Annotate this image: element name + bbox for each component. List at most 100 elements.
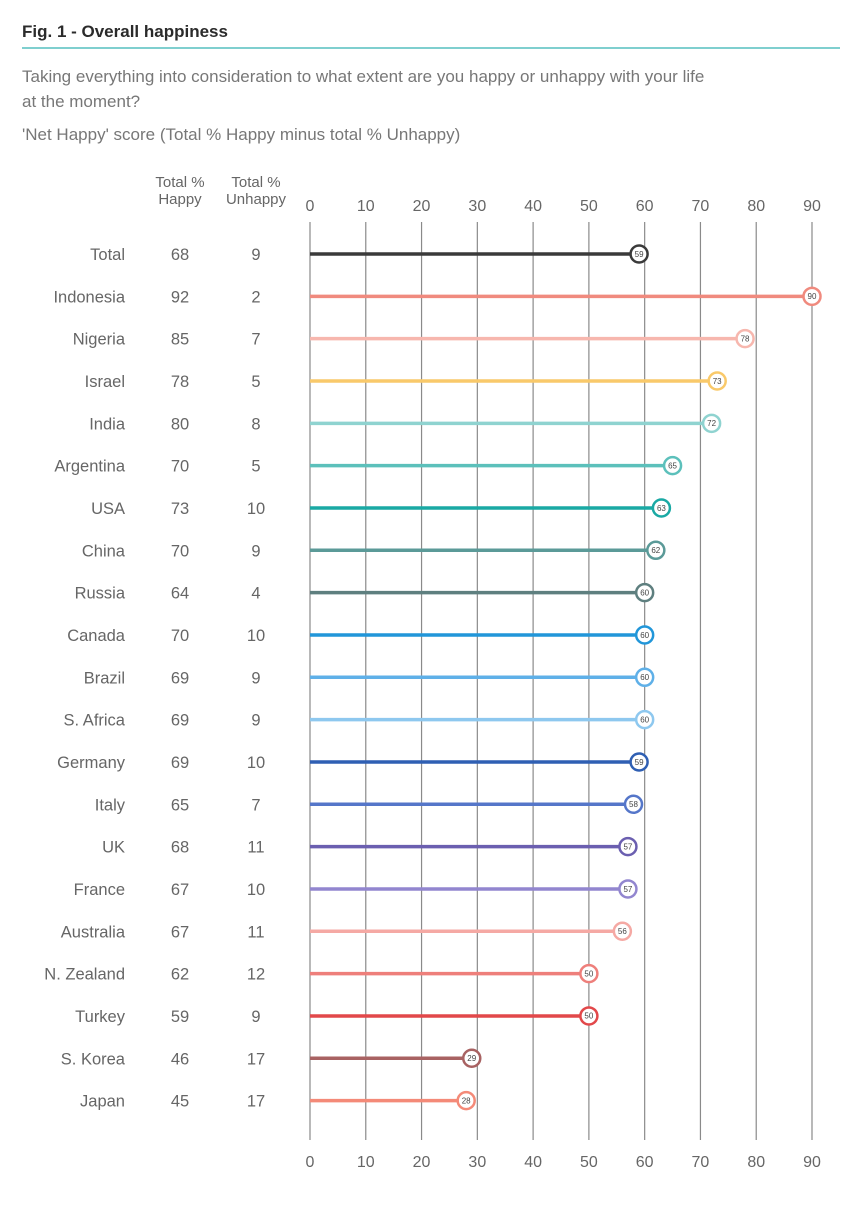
happy-value: 45	[171, 1093, 189, 1111]
happy-value: 65	[171, 796, 189, 814]
x-tick-label-bottom: 0	[306, 1154, 315, 1171]
net-score-marker	[707, 371, 727, 391]
row-label: Israel	[85, 373, 125, 391]
unhappy-value: 12	[247, 966, 265, 984]
net-score-marker	[634, 625, 655, 645]
net-score-marker	[629, 244, 649, 264]
happy-value: 67	[171, 923, 189, 941]
net-score-marker	[735, 328, 755, 349]
net-score-label: 60	[640, 715, 649, 724]
unhappy-value: 10	[247, 754, 265, 772]
row-label: USA	[91, 500, 125, 518]
x-tick-label-bottom: 20	[413, 1154, 431, 1171]
row-label: Nigeria	[73, 331, 126, 349]
happy-value: 62	[171, 966, 189, 984]
net-score-label: 72	[707, 419, 716, 428]
happy-value: 70	[171, 542, 189, 560]
row-label: Germany	[57, 754, 126, 772]
x-tick-label-top: 0	[306, 198, 315, 215]
unhappy-value: 5	[251, 458, 260, 476]
net-score-label: 29	[467, 1054, 476, 1063]
unhappy-value: 7	[251, 796, 260, 814]
x-tick-label-top: 30	[468, 198, 486, 215]
happy-value: 80	[171, 415, 189, 433]
unhappy-value: 17	[247, 1050, 265, 1068]
unhappy-value: 17	[247, 1093, 265, 1111]
happy-value: 46	[171, 1050, 189, 1068]
net-score-label: 58	[629, 800, 638, 809]
happy-value: 67	[171, 881, 189, 899]
unhappy-value: 8	[251, 415, 260, 433]
score-note: 'Net Happy' score (Total % Happy minus t…	[22, 125, 461, 144]
x-tick-label-top: 60	[636, 198, 654, 215]
x-tick-label-top: 50	[580, 198, 598, 215]
net-score-label: 65	[668, 461, 677, 470]
net-score-label: 62	[651, 546, 660, 555]
net-score-marker	[629, 752, 649, 772]
net-score-marker	[579, 963, 599, 984]
net-score-label: 28	[462, 1096, 471, 1105]
happy-value: 78	[171, 373, 189, 391]
net-score-label: 60	[640, 631, 649, 640]
unhappy-value: 7	[251, 331, 260, 349]
x-tick-label-top: 20	[413, 198, 431, 215]
row-label: UK	[102, 839, 125, 857]
unhappy-value: 9	[251, 669, 260, 687]
x-tick-label-bottom: 80	[747, 1154, 765, 1171]
net-score-marker	[623, 794, 644, 815]
net-score-label: 57	[623, 842, 632, 851]
x-tick-label-bottom: 60	[636, 1154, 654, 1171]
happy-value: 59	[171, 1008, 189, 1026]
happy-value: 92	[171, 288, 189, 306]
row-label: S. Korea	[61, 1050, 126, 1068]
net-score-marker	[662, 455, 683, 476]
row-label: Brazil	[84, 669, 125, 687]
net-score-marker	[579, 1006, 599, 1026]
net-score-marker	[701, 413, 722, 434]
unhappy-value: 5	[251, 373, 260, 391]
row-label: Argentina	[54, 458, 125, 476]
row-label: Turkey	[75, 1008, 126, 1026]
net-score-marker	[618, 879, 638, 899]
unhappy-value: 9	[251, 542, 260, 560]
net-score-marker	[462, 1048, 482, 1069]
happy-value: 73	[171, 500, 189, 518]
x-tick-label-top: 90	[803, 198, 821, 215]
x-tick-label-bottom: 70	[692, 1154, 710, 1171]
happy-value: 69	[171, 669, 189, 687]
row-label: Indonesia	[53, 288, 125, 306]
net-score-marker	[634, 582, 655, 603]
happy-value: 85	[171, 331, 189, 349]
net-score-label: 50	[584, 969, 593, 978]
net-score-marker	[646, 540, 666, 561]
row-label: Italy	[95, 796, 126, 814]
x-tick-label-top: 70	[692, 198, 710, 215]
net-score-label: 78	[741, 334, 750, 343]
net-score-label: 73	[713, 377, 722, 386]
unhappy-value: 10	[247, 881, 265, 899]
figure-title: Fig. 1 - Overall happiness	[22, 22, 228, 41]
happy-value: 70	[171, 458, 189, 476]
x-tick-label-bottom: 90	[803, 1154, 821, 1171]
happy-value: 68	[171, 839, 189, 857]
unhappy-value: 9	[251, 1008, 260, 1026]
row-label: Canada	[67, 627, 126, 645]
x-tick-label-top: 80	[747, 198, 765, 215]
x-tick-label-bottom: 30	[468, 1154, 486, 1171]
net-score-label: 50	[584, 1012, 593, 1021]
x-tick-label-top: 40	[524, 198, 542, 215]
x-tick-label-bottom: 40	[524, 1154, 542, 1171]
unhappy-value: 11	[247, 839, 264, 857]
unhappy-value: 2	[251, 288, 260, 306]
net-score-label: 63	[657, 504, 666, 513]
title-divider	[22, 47, 840, 49]
unhappy-column-header: Total % Unhappy	[225, 174, 287, 208]
row-label: India	[89, 415, 126, 433]
x-tick-label-top: 10	[357, 198, 375, 215]
row-label: Japan	[80, 1093, 125, 1111]
row-label: France	[74, 881, 125, 899]
net-score-label: 60	[640, 673, 649, 682]
row-label: Total	[90, 246, 125, 264]
net-score-marker	[651, 498, 672, 518]
